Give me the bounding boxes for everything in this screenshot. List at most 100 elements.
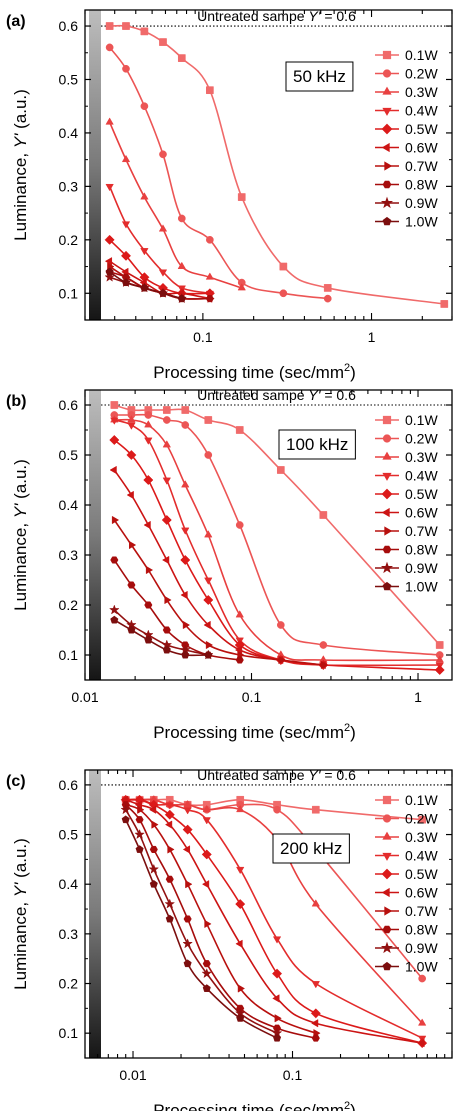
legend-marker — [381, 868, 393, 880]
data-point — [205, 640, 214, 650]
frequency-box: 100 kHz — [278, 429, 356, 460]
legend-label: 0.1W — [405, 792, 438, 808]
legend-marker — [382, 581, 392, 591]
data-point — [144, 411, 153, 419]
data-point — [204, 650, 213, 659]
series-0.8W — [121, 801, 320, 1042]
data-point — [121, 221, 131, 229]
series-line — [108, 121, 243, 289]
legend-label: 0.5W — [405, 486, 438, 502]
frequency-box-border — [285, 61, 354, 92]
data-point — [272, 994, 280, 1003]
chart-panel-b: Untreated sampe Y' = 0.6 0.1 0.2 0.3 0.4 0.5 0… — [6, 387, 453, 742]
data-point — [105, 43, 114, 52]
data-point — [110, 615, 119, 624]
data-point — [202, 817, 211, 825]
data-point — [185, 880, 193, 889]
data-point — [273, 805, 281, 814]
data-point — [177, 294, 186, 303]
x-tick-label: 0.01 — [119, 1067, 146, 1083]
legend-label: 0.3W — [405, 829, 438, 845]
data-point — [126, 449, 137, 461]
panel-label: (c) — [6, 773, 26, 790]
data-point — [183, 959, 192, 968]
data-point — [110, 401, 119, 409]
baseline-label: Untreated sampe Y' = 0.6 — [197, 767, 356, 783]
legend-marker — [381, 123, 393, 135]
legend-item-0.6W: 0.6W — [375, 140, 438, 156]
legend-marker — [384, 906, 393, 916]
data-point — [205, 295, 214, 303]
legend-marker — [382, 814, 392, 823]
data-point — [418, 974, 427, 983]
data-point — [109, 434, 120, 446]
data-point — [182, 620, 191, 630]
data-point — [151, 820, 159, 829]
baseline-label: Untreated sampe Y' = 0.6 — [197, 387, 356, 403]
legend-marker — [380, 561, 394, 574]
legend-label: 0.6W — [405, 140, 438, 156]
legend-label: 0.5W — [405, 121, 438, 137]
data-point — [272, 936, 282, 944]
legend-marker — [382, 434, 392, 443]
data-point — [311, 805, 320, 814]
data-point — [105, 117, 114, 125]
data-point — [204, 577, 213, 585]
data-point — [122, 22, 130, 30]
data-point — [182, 845, 191, 854]
y-axis-label: Luminance, Y' (a.u.) — [11, 459, 30, 611]
series-0.3W — [105, 117, 246, 291]
legend-item-0.5W: 0.5W — [375, 866, 438, 882]
data-point — [236, 804, 245, 813]
data-point — [201, 967, 213, 979]
data-point — [121, 278, 131, 287]
y-tick-label: 0.5 — [59, 447, 79, 463]
legend-item-0.7W: 0.7W — [375, 158, 438, 174]
data-point — [122, 64, 130, 73]
data-point — [417, 1018, 427, 1026]
data-point — [201, 880, 210, 889]
legend-label: 0.9W — [405, 195, 438, 211]
data-point — [158, 269, 168, 277]
data-point — [276, 621, 285, 629]
plot-frame — [84, 389, 453, 681]
series-line — [113, 559, 240, 661]
legend-marker — [382, 50, 392, 60]
data-point — [311, 981, 320, 989]
legend-item-0.2W: 0.2W — [375, 431, 438, 447]
legend-marker — [381, 142, 390, 153]
legend-item-0.3W: 0.3W — [375, 829, 438, 845]
panel-label: (a) — [6, 13, 26, 30]
legend-label: 0.8W — [405, 542, 438, 558]
legend-item-0.7W: 0.7W — [375, 523, 438, 539]
data-point — [161, 555, 170, 565]
data-point — [180, 554, 191, 566]
data-point — [237, 283, 246, 291]
legend-marker — [382, 180, 392, 189]
legend-item-0.4W: 0.4W — [375, 848, 438, 864]
legend-label: 0.8W — [405, 922, 438, 938]
legend-marker — [381, 887, 390, 898]
data-point — [149, 845, 158, 853]
y-tick-label: 0.5 — [59, 71, 79, 87]
y-tick-label: 0.1 — [59, 647, 79, 663]
legend-item-0.5W: 0.5W — [375, 486, 438, 502]
data-point — [237, 984, 246, 993]
legend-label: 0.1W — [405, 412, 438, 428]
series-line — [125, 798, 423, 1044]
data-point — [162, 406, 171, 414]
data-point — [164, 820, 173, 829]
data-point — [279, 289, 288, 298]
x-tick-label: 0.1 — [283, 1067, 303, 1083]
y-axis-label: Luminance, Y' (a.u.) — [11, 838, 30, 990]
legend-label: 1.0W — [405, 579, 438, 595]
series-1.0W — [110, 615, 213, 659]
data-point — [181, 527, 190, 535]
data-point — [202, 960, 211, 968]
data-point — [140, 192, 149, 200]
data-point — [162, 416, 171, 424]
data-point — [235, 610, 244, 618]
legend-marker — [380, 196, 394, 209]
data-point — [135, 845, 144, 853]
x-tick-label: 1 — [368, 329, 376, 345]
